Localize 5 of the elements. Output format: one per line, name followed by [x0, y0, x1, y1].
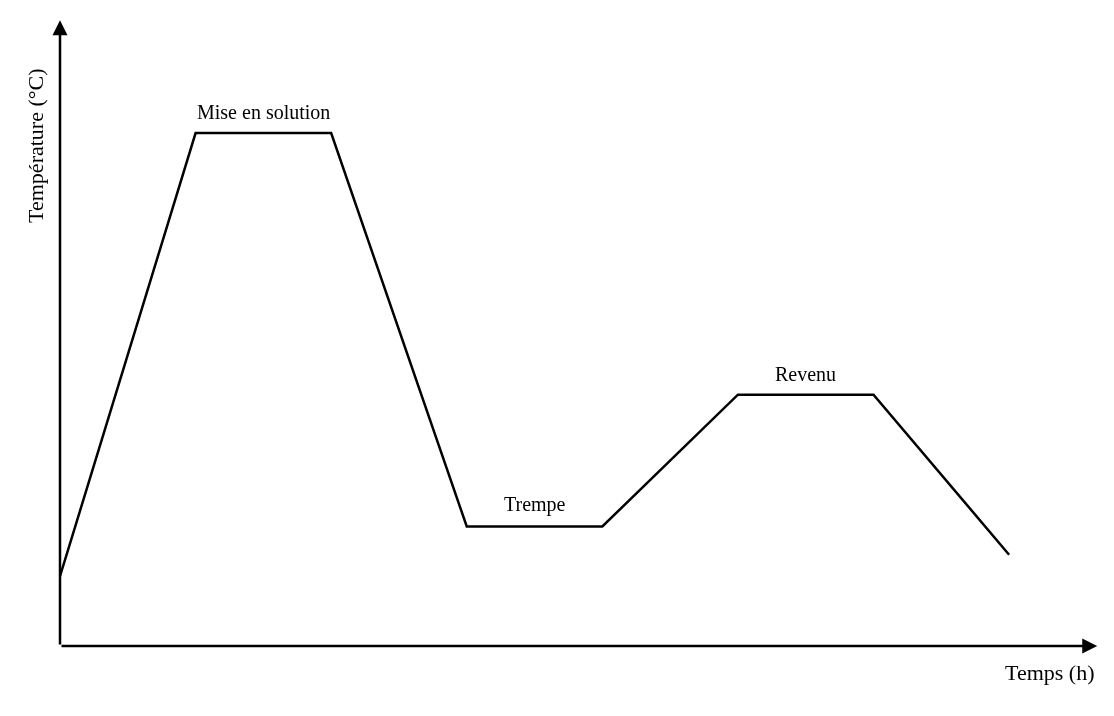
annotation: Trempe	[504, 493, 566, 516]
y-axis-title: Température (°C)	[23, 68, 49, 223]
annotation: Revenu	[775, 363, 837, 385]
x-axis-title: Temps (h)	[1005, 660, 1095, 685]
annotation: Mise en solution	[197, 101, 331, 123]
